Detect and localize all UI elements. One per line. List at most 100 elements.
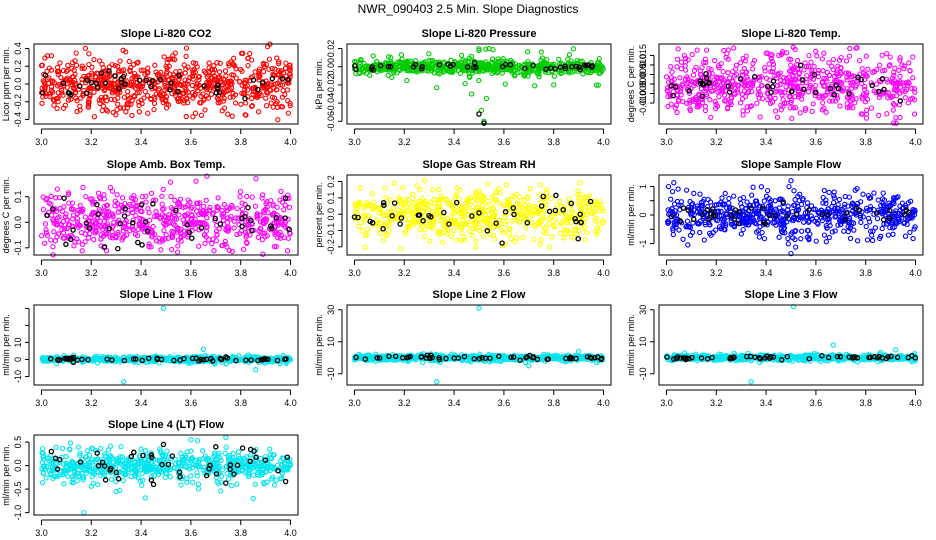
- data-point: [130, 79, 136, 85]
- data-point: [151, 106, 157, 113]
- data-point: [886, 63, 892, 69]
- data-point: [83, 193, 89, 200]
- data-point: [101, 244, 108, 250]
- data-point: [481, 118, 487, 124]
- x-tick-label: 4.0: [909, 268, 922, 278]
- data-point: [201, 97, 207, 103]
- y-tick-label: 0.02: [326, 40, 336, 58]
- data-point: [802, 60, 808, 66]
- data-point: [680, 205, 687, 211]
- data-point: [182, 77, 188, 83]
- data-point: [148, 190, 155, 197]
- data-point: [397, 67, 403, 73]
- data-point: [417, 187, 423, 193]
- data-point: [217, 221, 224, 227]
- data-point: [383, 60, 389, 66]
- data-point: [761, 65, 768, 71]
- data-point: [912, 89, 918, 95]
- x-tick-label: 3.2: [710, 268, 723, 278]
- x-tick-label: 3.6: [810, 137, 823, 147]
- data-point: [279, 94, 286, 100]
- data-point: [678, 66, 685, 72]
- data-point: [48, 53, 55, 59]
- data-point: [94, 84, 101, 90]
- data-point: [703, 59, 709, 66]
- data-point: [683, 187, 690, 193]
- y-tick-label: 0.00: [326, 58, 336, 76]
- data-point: [711, 77, 717, 83]
- data-point: [163, 63, 169, 70]
- data-point: [770, 65, 776, 71]
- y-tick-label: 10: [13, 337, 23, 347]
- data-point: [458, 52, 465, 59]
- data-point: [214, 84, 220, 91]
- data-point: [700, 82, 707, 88]
- data-point: [844, 74, 850, 80]
- data-point: [763, 50, 769, 56]
- data-point: [823, 76, 829, 82]
- data-point: [229, 72, 235, 78]
- data-point: [843, 58, 850, 64]
- points-layer: [351, 45, 606, 126]
- data-point: [778, 51, 785, 58]
- data-point: [217, 60, 223, 66]
- data-point: [385, 63, 392, 70]
- data-point: [754, 100, 760, 106]
- data-point: [792, 84, 798, 90]
- data-point: [255, 234, 262, 240]
- data-point: [273, 100, 279, 107]
- data-point: [70, 227, 76, 233]
- data-point: [159, 201, 165, 207]
- data-point: [551, 61, 557, 67]
- y-tick-label: 0.005: [638, 63, 648, 86]
- data-point: [236, 79, 243, 85]
- data-point: [869, 82, 875, 89]
- data-point: [269, 75, 276, 82]
- data-point: [863, 53, 869, 59]
- data-point: [807, 231, 813, 237]
- data-point: [686, 88, 692, 94]
- data-point: [192, 110, 199, 116]
- data-point: [806, 52, 812, 59]
- data-point: [595, 82, 601, 88]
- data-point: [183, 53, 189, 60]
- data-point: [911, 111, 918, 117]
- x-tick-label: 3.6: [185, 268, 198, 278]
- data-point: [719, 75, 725, 81]
- data-point: [264, 84, 270, 90]
- data-point: [39, 89, 46, 96]
- x-tick-label: 3.0: [348, 137, 361, 147]
- data-point: [101, 70, 107, 76]
- data-point: [90, 72, 96, 78]
- data-point: [51, 102, 57, 108]
- data-point: [721, 47, 727, 54]
- data-point: [697, 229, 703, 236]
- data-point: [890, 120, 897, 126]
- data-point: [485, 198, 491, 204]
- data-point: [239, 68, 245, 74]
- data-point: [790, 44, 796, 50]
- data-point: [864, 237, 871, 243]
- data-point: [410, 64, 417, 70]
- data-point: [422, 59, 428, 65]
- data-point: [263, 61, 269, 67]
- data-point: [789, 115, 795, 122]
- y-tick-label: -0.1: [13, 240, 23, 256]
- data-point: [91, 89, 97, 95]
- x-tick-label: 3.8: [234, 398, 247, 408]
- data-point: [860, 191, 866, 197]
- data-point: [203, 93, 210, 99]
- data-point: [238, 101, 244, 107]
- data-point: [115, 245, 121, 252]
- data-point: [468, 53, 475, 60]
- data-point: [73, 62, 80, 68]
- x-tick-label: 3.0: [660, 268, 673, 278]
- data-point: [88, 85, 94, 91]
- data-point: [125, 96, 131, 103]
- data-point: [109, 88, 116, 94]
- data-point: [106, 68, 112, 74]
- data-point: [731, 73, 738, 79]
- x-axis: 3.0 3.2 3.4 3.6 3.8 4.0: [35, 128, 297, 147]
- points-layer: [665, 178, 918, 257]
